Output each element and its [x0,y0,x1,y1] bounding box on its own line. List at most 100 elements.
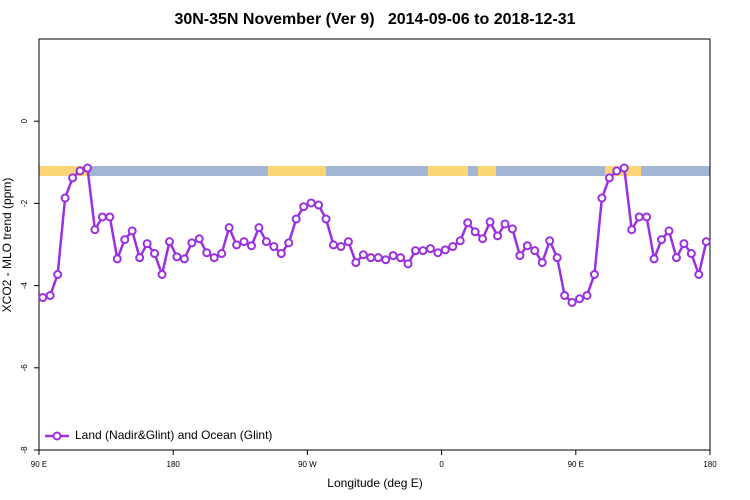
point [634,212,644,222]
point [612,166,622,176]
point [112,254,122,264]
x-tick-label: 0 [439,460,444,469]
point [343,237,353,247]
x-tick-label: 90 W [298,460,317,469]
point [560,290,570,300]
point [90,225,100,235]
point [120,235,130,245]
point [418,246,428,256]
point [291,214,301,224]
x-axis-label: Longitude (deg E) [327,476,422,490]
point [284,238,294,248]
point [328,240,338,250]
point [142,239,152,249]
legend-marker [52,431,62,441]
point [38,293,48,303]
y-tick-label: -8 [20,446,29,454]
point [649,254,659,264]
point [336,242,346,252]
point [254,223,264,233]
point [358,250,368,260]
point [537,258,547,268]
point [619,163,629,173]
point [701,237,711,247]
point [530,246,540,256]
point [515,251,525,261]
point [411,246,421,256]
point [157,270,167,280]
point [425,244,435,254]
legend-label: Land (Nadir&Glint) and Ocean (Glint) [75,428,272,442]
x-tick-label: 180 [167,460,181,469]
point [567,297,577,307]
point [373,253,383,263]
point [493,231,503,241]
point [433,248,443,258]
point [694,270,704,280]
point [97,212,107,222]
point [381,255,391,265]
point [135,253,145,263]
point [470,227,480,237]
point [246,241,256,251]
point [440,245,450,255]
point [150,249,160,259]
point [299,202,309,212]
point [403,259,413,269]
y-tick-label: -6 [20,364,29,372]
point [388,251,398,261]
point [657,235,667,245]
point [597,193,607,203]
point [276,249,286,259]
point [187,238,197,248]
point [671,253,681,263]
x-tick-label: 180 [703,460,717,469]
point [582,290,592,300]
point [172,252,182,262]
point [68,173,78,183]
point [448,242,458,252]
y-tick-label: -2 [20,199,29,207]
x-tick-label: 90 E [568,460,584,469]
point [224,223,234,233]
point [321,214,331,224]
point [351,258,361,268]
point [105,212,115,222]
series-line [42,166,708,304]
point [679,239,689,249]
point [232,240,242,250]
point [239,237,249,247]
point [127,226,137,236]
point [545,236,555,246]
point [209,253,219,263]
point [202,248,212,258]
point [306,198,316,208]
point [179,254,189,264]
y-axis-label: XCO2 - MLO trend (ppm) [0,178,14,313]
point [53,270,63,280]
point [485,217,495,227]
x-tick-label: 90 E [31,460,47,469]
point [552,253,562,263]
point [664,226,674,236]
point [82,163,92,173]
y-tick-label: 0 [20,118,29,123]
point [164,237,174,247]
point [686,249,696,259]
point [500,219,510,229]
point [217,249,227,259]
point [463,218,473,228]
point [194,234,204,244]
point [642,212,652,222]
chart-title: 30N-35N November (Ver 9) 2014-09-06 to 2… [174,11,575,28]
point [396,253,406,263]
point [366,253,376,263]
point [60,193,70,203]
point [261,237,271,247]
point [604,173,614,183]
point [589,270,599,280]
point [575,294,585,304]
point [314,200,324,210]
point [522,241,532,251]
